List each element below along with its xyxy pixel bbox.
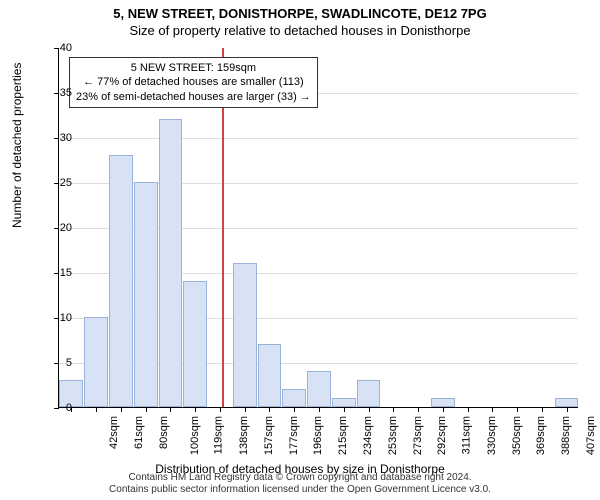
x-tick-label: 100sqm <box>189 416 201 455</box>
x-tick-label: 253sqm <box>387 416 399 455</box>
info-box-line: 23% of semi-detached houses are larger (… <box>76 90 311 104</box>
histogram-bar <box>159 119 183 407</box>
footer-attribution: Contains HM Land Registry data © Crown c… <box>0 472 600 496</box>
histogram-bar <box>258 344 282 407</box>
x-tick-label: 369sqm <box>535 416 547 455</box>
chart-title-block: 5, NEW STREET, DONISTHORPE, SWADLINCOTE,… <box>0 0 600 38</box>
y-tick-label: 10 <box>48 312 72 324</box>
y-tick-label: 30 <box>48 132 72 144</box>
x-tick-label: 157sqm <box>263 416 275 455</box>
y-axis-label: Number of detached properties <box>10 63 24 228</box>
x-tick-label: 350sqm <box>511 416 523 455</box>
y-tick-label: 20 <box>48 222 72 234</box>
chart-area: 42sqm61sqm80sqm100sqm119sqm138sqm157sqm1… <box>58 48 578 408</box>
x-tick-label: 61sqm <box>133 416 145 449</box>
x-tick-label: 311sqm <box>460 416 472 454</box>
x-tick-label: 119sqm <box>213 416 225 454</box>
x-tick-label: 215sqm <box>337 416 349 455</box>
y-tick-label: 25 <box>48 177 72 189</box>
x-tick-label: 234sqm <box>362 416 374 455</box>
x-tick-label: 80sqm <box>158 416 170 449</box>
y-tick-label: 35 <box>48 87 72 99</box>
title-subtitle: Size of property relative to detached ho… <box>0 23 600 38</box>
histogram-bar <box>109 155 133 407</box>
y-tick-label: 5 <box>48 357 72 369</box>
histogram-bar <box>233 263 257 407</box>
x-tick-label: 138sqm <box>238 416 250 455</box>
info-box-line: 5 NEW STREET: 159sqm <box>76 61 311 75</box>
y-tick-label: 0 <box>48 402 72 414</box>
x-tick-label: 330sqm <box>486 416 498 455</box>
histogram-bar <box>332 398 356 407</box>
x-tick-label: 177sqm <box>288 416 300 455</box>
histogram-bar <box>555 398 579 407</box>
histogram-bar <box>431 398 455 407</box>
y-tick-label: 15 <box>48 267 72 279</box>
footer-line2: Contains public sector information licen… <box>0 484 600 496</box>
histogram-bar <box>357 380 381 407</box>
plot-region: 42sqm61sqm80sqm100sqm119sqm138sqm157sqm1… <box>58 48 578 408</box>
info-box-line: ← 77% of detached houses are smaller (11… <box>76 75 311 89</box>
histogram-bar <box>84 317 108 407</box>
info-box: 5 NEW STREET: 159sqm← 77% of detached ho… <box>69 57 318 108</box>
x-tick-label: 388sqm <box>560 416 572 455</box>
x-tick-label: 292sqm <box>436 416 448 455</box>
y-tick-label: 40 <box>48 42 72 54</box>
x-tick-label: 196sqm <box>313 416 325 455</box>
x-tick-label: 273sqm <box>412 416 424 455</box>
histogram-bar <box>282 389 306 407</box>
histogram-bar <box>307 371 331 407</box>
histogram-bar <box>134 182 158 407</box>
x-tick-label: 407sqm <box>585 416 597 455</box>
x-tick-label: 42sqm <box>108 416 120 449</box>
histogram-bar <box>183 281 207 407</box>
title-address: 5, NEW STREET, DONISTHORPE, SWADLINCOTE,… <box>0 6 600 21</box>
footer-line1: Contains HM Land Registry data © Crown c… <box>0 472 600 484</box>
